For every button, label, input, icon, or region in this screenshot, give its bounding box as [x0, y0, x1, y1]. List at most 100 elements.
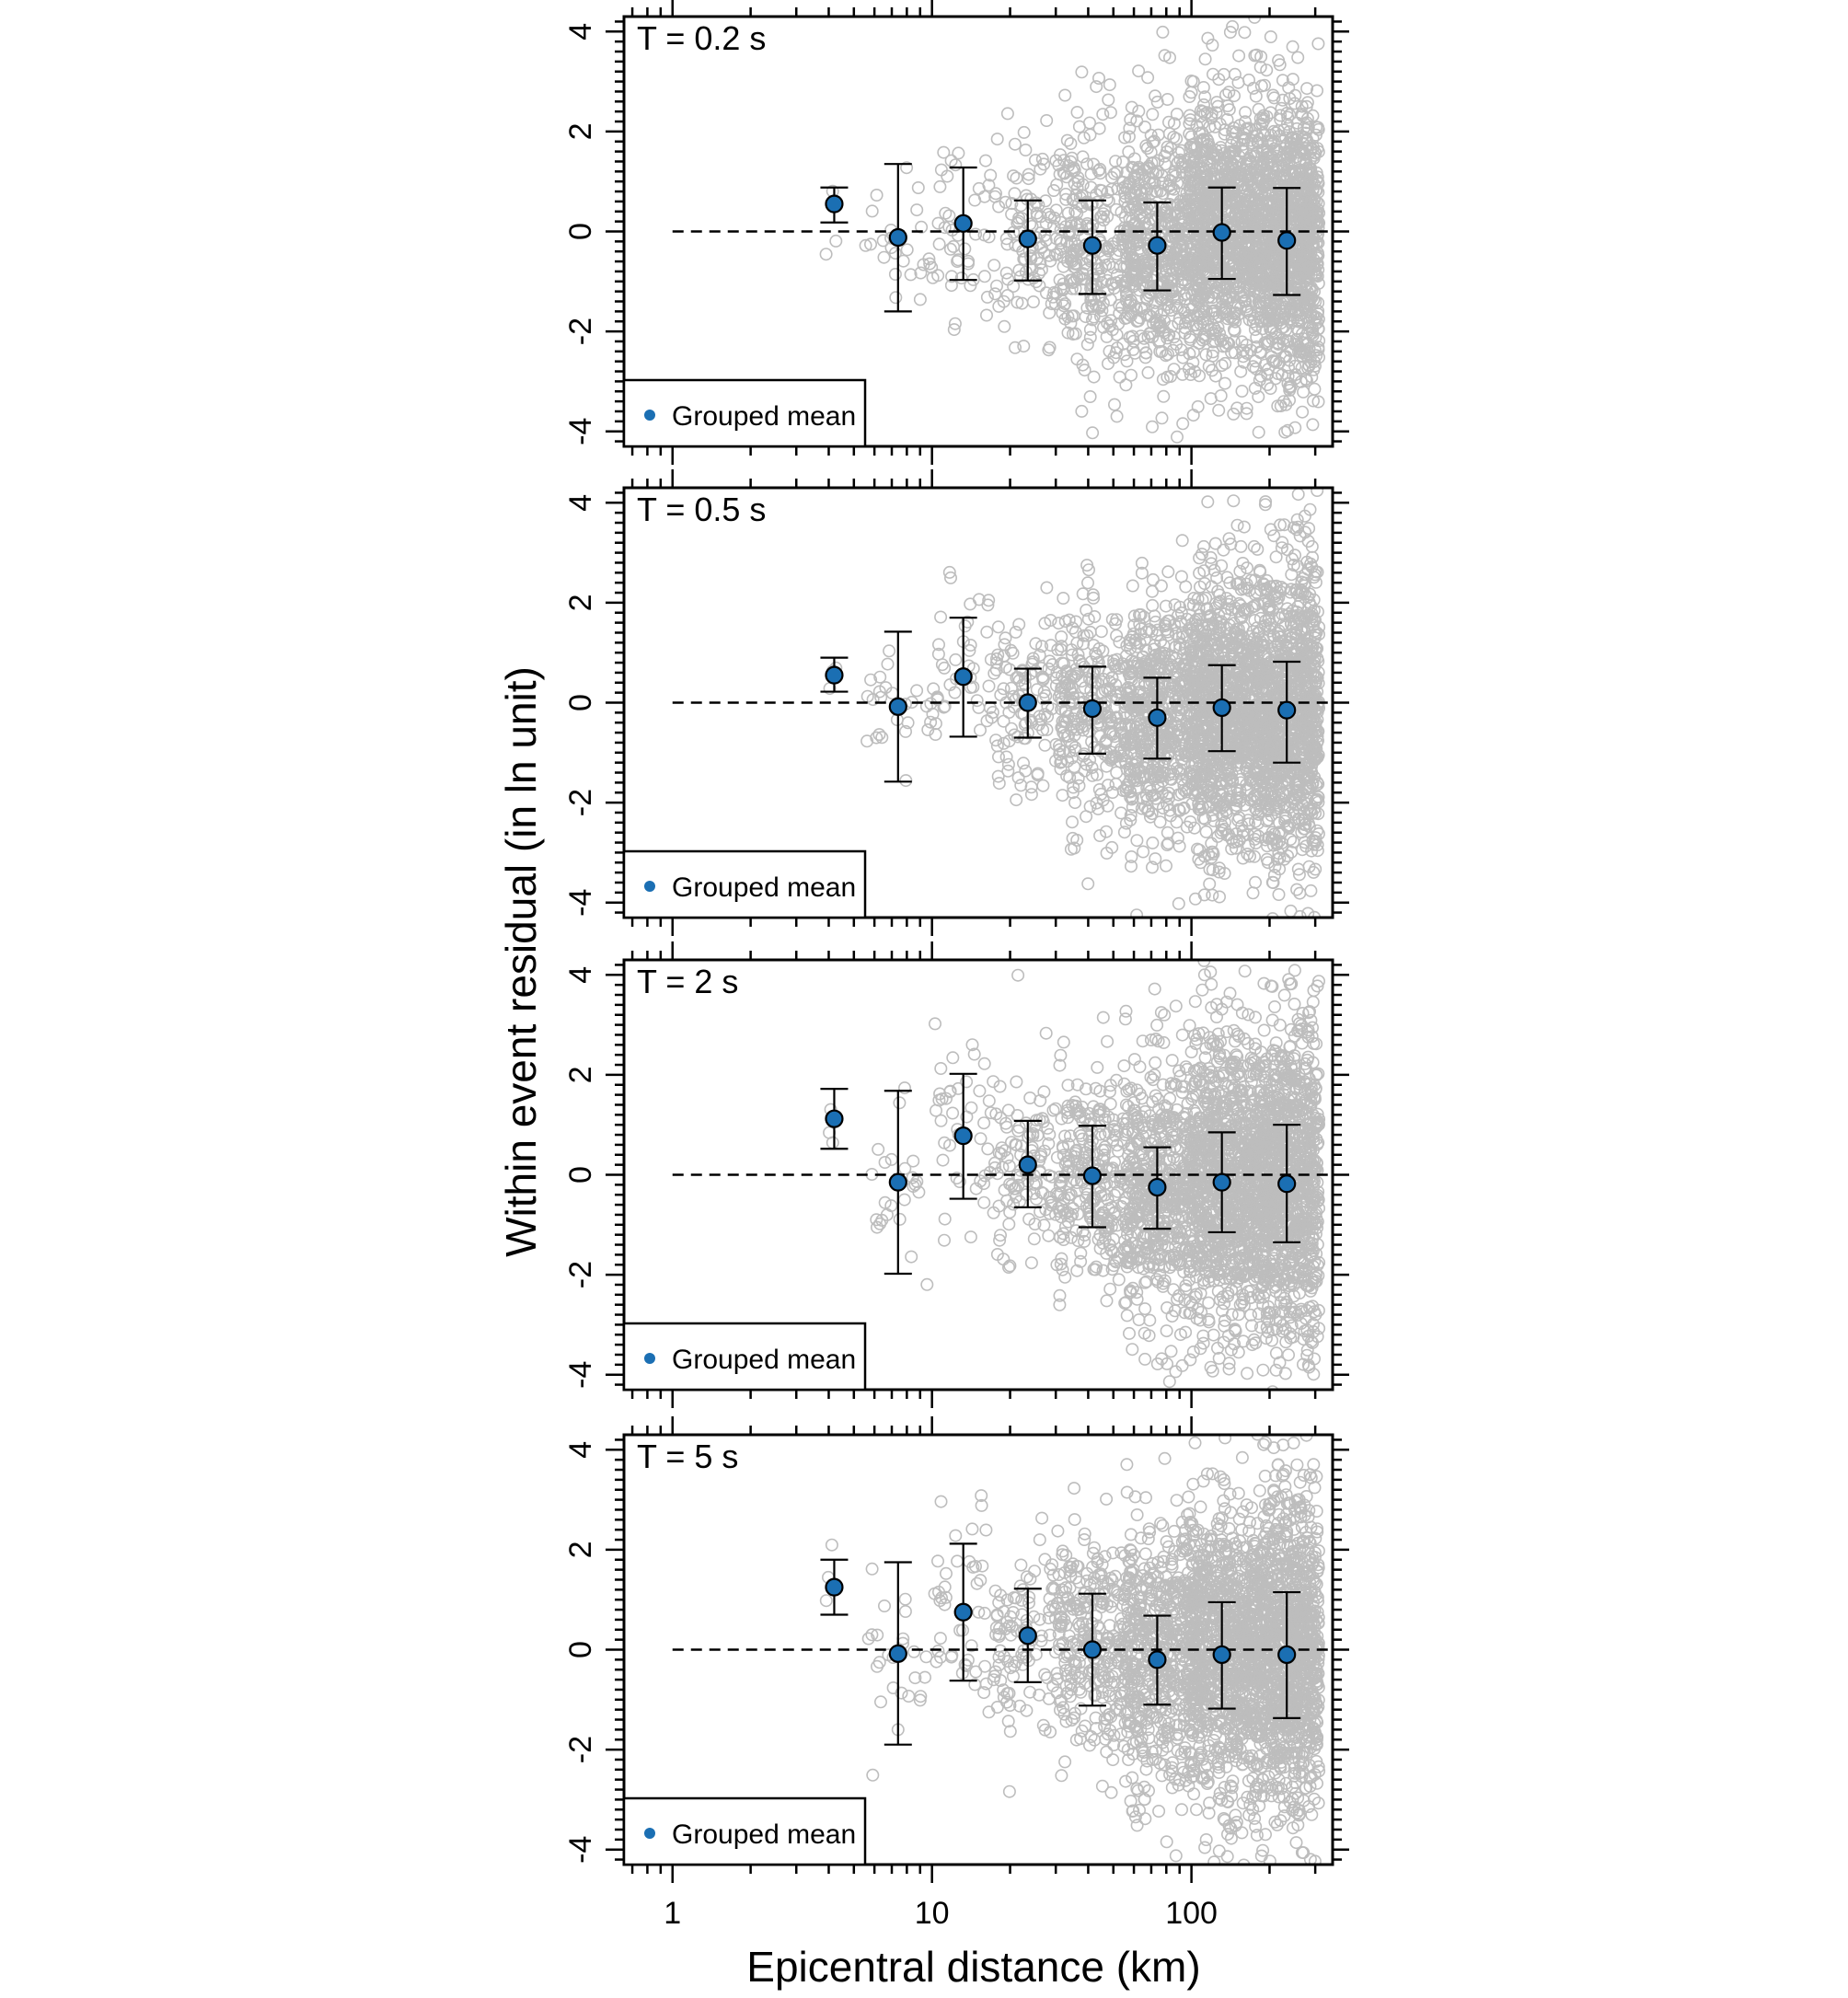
residual-point [1079, 310, 1092, 324]
residual-point [1292, 271, 1306, 284]
residual-point [1136, 744, 1149, 757]
residual-point [1124, 808, 1138, 822]
residual-point [1076, 267, 1090, 281]
residual-point [1009, 625, 1022, 639]
residual-point [1130, 114, 1144, 128]
residual-point [1161, 293, 1174, 306]
residual-point [1205, 837, 1219, 850]
residual-point [1249, 89, 1263, 103]
residual-point [1029, 637, 1043, 651]
residual-point [1125, 368, 1138, 382]
residual-point [1252, 102, 1265, 116]
residual-point [954, 271, 968, 285]
residual-point [948, 317, 962, 330]
residual-point [1081, 576, 1095, 590]
residual-point [1236, 556, 1250, 570]
residual-point [1240, 407, 1253, 421]
residual-point [1159, 285, 1172, 299]
residual-point [904, 268, 918, 282]
residual-point [1218, 822, 1231, 836]
residual-point [1310, 166, 1323, 179]
residual-point [1197, 199, 1211, 213]
residual-point [915, 220, 929, 234]
residual-point [1297, 292, 1311, 306]
residual-point [1109, 617, 1123, 630]
residual-point [1024, 788, 1038, 802]
residual-point [1125, 849, 1138, 863]
residual-point [1103, 106, 1117, 120]
residual-point [1086, 299, 1100, 313]
residual-point [1101, 185, 1115, 199]
residual-point [1146, 304, 1160, 318]
residual-point [972, 700, 986, 714]
residual-point [1247, 539, 1261, 553]
residual-point [1061, 326, 1075, 340]
residual-point [1211, 259, 1225, 272]
residual-point [1125, 860, 1138, 873]
residual-point [1062, 729, 1076, 743]
residual-point [1006, 646, 1020, 660]
residual-point [1302, 164, 1316, 178]
residual-point [1196, 664, 1210, 677]
residual-point [1275, 296, 1288, 310]
residual-point [1126, 735, 1140, 749]
residual-point [1199, 251, 1213, 265]
residual-point [1157, 389, 1171, 403]
residual-point [1062, 613, 1076, 627]
residual-point [1205, 557, 1219, 571]
residual-point [1228, 67, 1242, 81]
residual-point [1138, 302, 1151, 316]
residual-point [982, 594, 996, 607]
residual-point [1266, 172, 1280, 186]
residual-point [1066, 254, 1080, 268]
residual-point [1213, 327, 1227, 341]
residual-point [1197, 306, 1211, 319]
residual-point [1198, 52, 1212, 66]
residual-point [1161, 826, 1174, 839]
residual-point [1038, 228, 1052, 242]
residual-point [1207, 563, 1221, 577]
residual-point [1294, 202, 1308, 216]
residual-point [1195, 333, 1209, 347]
residual-point [1244, 573, 1258, 587]
residual-point [1118, 280, 1132, 294]
residual-point [1199, 825, 1213, 838]
residual-point [1083, 323, 1097, 337]
residual-point [1138, 760, 1151, 774]
residual-point [964, 638, 977, 652]
residual-point [829, 234, 843, 248]
residual-point [1236, 343, 1250, 357]
residual-point [1224, 273, 1238, 287]
residual-point [1231, 704, 1245, 718]
residual-point [935, 658, 949, 672]
grouped-mean-point [953, 214, 973, 233]
residual-point [1193, 281, 1207, 295]
residual-point [1038, 738, 1052, 752]
residual-point [1184, 189, 1197, 202]
residual-point [1022, 167, 1035, 181]
residual-point [1224, 730, 1238, 744]
residual-point [1199, 768, 1213, 782]
residual-point [865, 204, 879, 218]
residual-point [1009, 341, 1022, 354]
grouped-mean-point [1018, 229, 1037, 248]
residual-point [1213, 861, 1227, 875]
residual-point [1216, 333, 1230, 347]
residual-point [926, 271, 940, 284]
residual-point [1219, 262, 1232, 276]
residual-point [1092, 641, 1106, 655]
residual-point [1183, 347, 1196, 361]
residual-point [1220, 762, 1234, 776]
residual-point [1233, 564, 1247, 578]
residual-point [1080, 559, 1094, 572]
residual-point [1236, 350, 1250, 364]
residual-point [1312, 351, 1326, 364]
residual-point [1110, 328, 1124, 341]
residual-point [1133, 636, 1147, 650]
residual-point [937, 700, 951, 714]
residual-point [1077, 629, 1091, 642]
residual-point [1209, 324, 1223, 338]
residual-point [999, 750, 1013, 764]
residual-point [1039, 688, 1053, 702]
residual-point [1170, 108, 1184, 121]
